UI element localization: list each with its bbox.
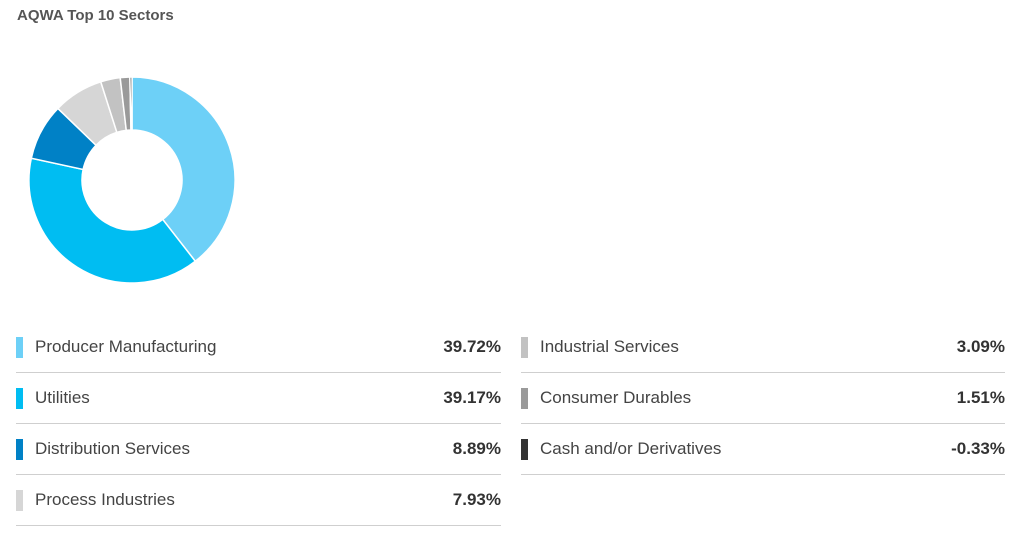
legend-swatch xyxy=(521,336,528,358)
legend-swatch xyxy=(16,387,23,409)
donut-slice-producer-manufacturing[interactable] xyxy=(131,76,236,263)
legend-swatch xyxy=(16,336,23,358)
chart-title: AQWA Top 10 Sectors xyxy=(17,7,174,24)
donut-slice-cash-and-or-derivatives[interactable] xyxy=(129,76,133,131)
legend-item-distribution-services: Distribution Services 8.89% xyxy=(16,424,501,475)
legend-label: Consumer Durables xyxy=(540,388,692,407)
legend-item-cash-and-or-derivatives: Cash and/or Derivatives -0.33% xyxy=(521,424,1005,475)
legend-column-right: Industrial Services 3.09% Consumer Durable… xyxy=(521,322,1005,475)
legend-item-producer-manufacturing: Producer Manufacturing 39.72% xyxy=(16,322,501,373)
donut-slice-utilities[interactable] xyxy=(28,157,197,284)
legend-label: Process Industries xyxy=(35,490,175,509)
legend-item-consumer-durables: Consumer Durables 1.51% xyxy=(521,373,1005,424)
legend-value: -0.33% xyxy=(951,439,1005,458)
legend-swatch xyxy=(521,438,528,460)
legend-value: 3.09% xyxy=(956,337,1005,356)
legend-value: 7.93% xyxy=(452,490,501,509)
legend-label: Industrial Services xyxy=(540,337,679,356)
legend-label: Distribution Services xyxy=(35,439,190,458)
legend-item-industrial-services: Industrial Services 3.09% xyxy=(521,322,1005,373)
legend-item-utilities: Utilities 39.17% xyxy=(16,373,501,424)
legend-value: 8.89% xyxy=(452,439,501,458)
legend-label: Cash and/or Derivatives xyxy=(540,439,722,458)
legend-item-process-industries: Process Industries 7.93% xyxy=(16,475,501,526)
legend-label: Utilities xyxy=(35,388,90,407)
donut-chart xyxy=(28,76,236,284)
legend-swatch xyxy=(16,489,23,511)
legend-value: 1.51% xyxy=(956,388,1005,407)
legend-column-left: Producer Manufacturing 39.72% Utilities 39.… xyxy=(16,322,501,526)
legend-value: 39.72% xyxy=(443,337,501,356)
legend-value: 39.17% xyxy=(443,388,501,407)
legend-swatch xyxy=(16,438,23,460)
legend-swatch xyxy=(521,387,528,409)
legend-label: Producer Manufacturing xyxy=(35,337,217,356)
